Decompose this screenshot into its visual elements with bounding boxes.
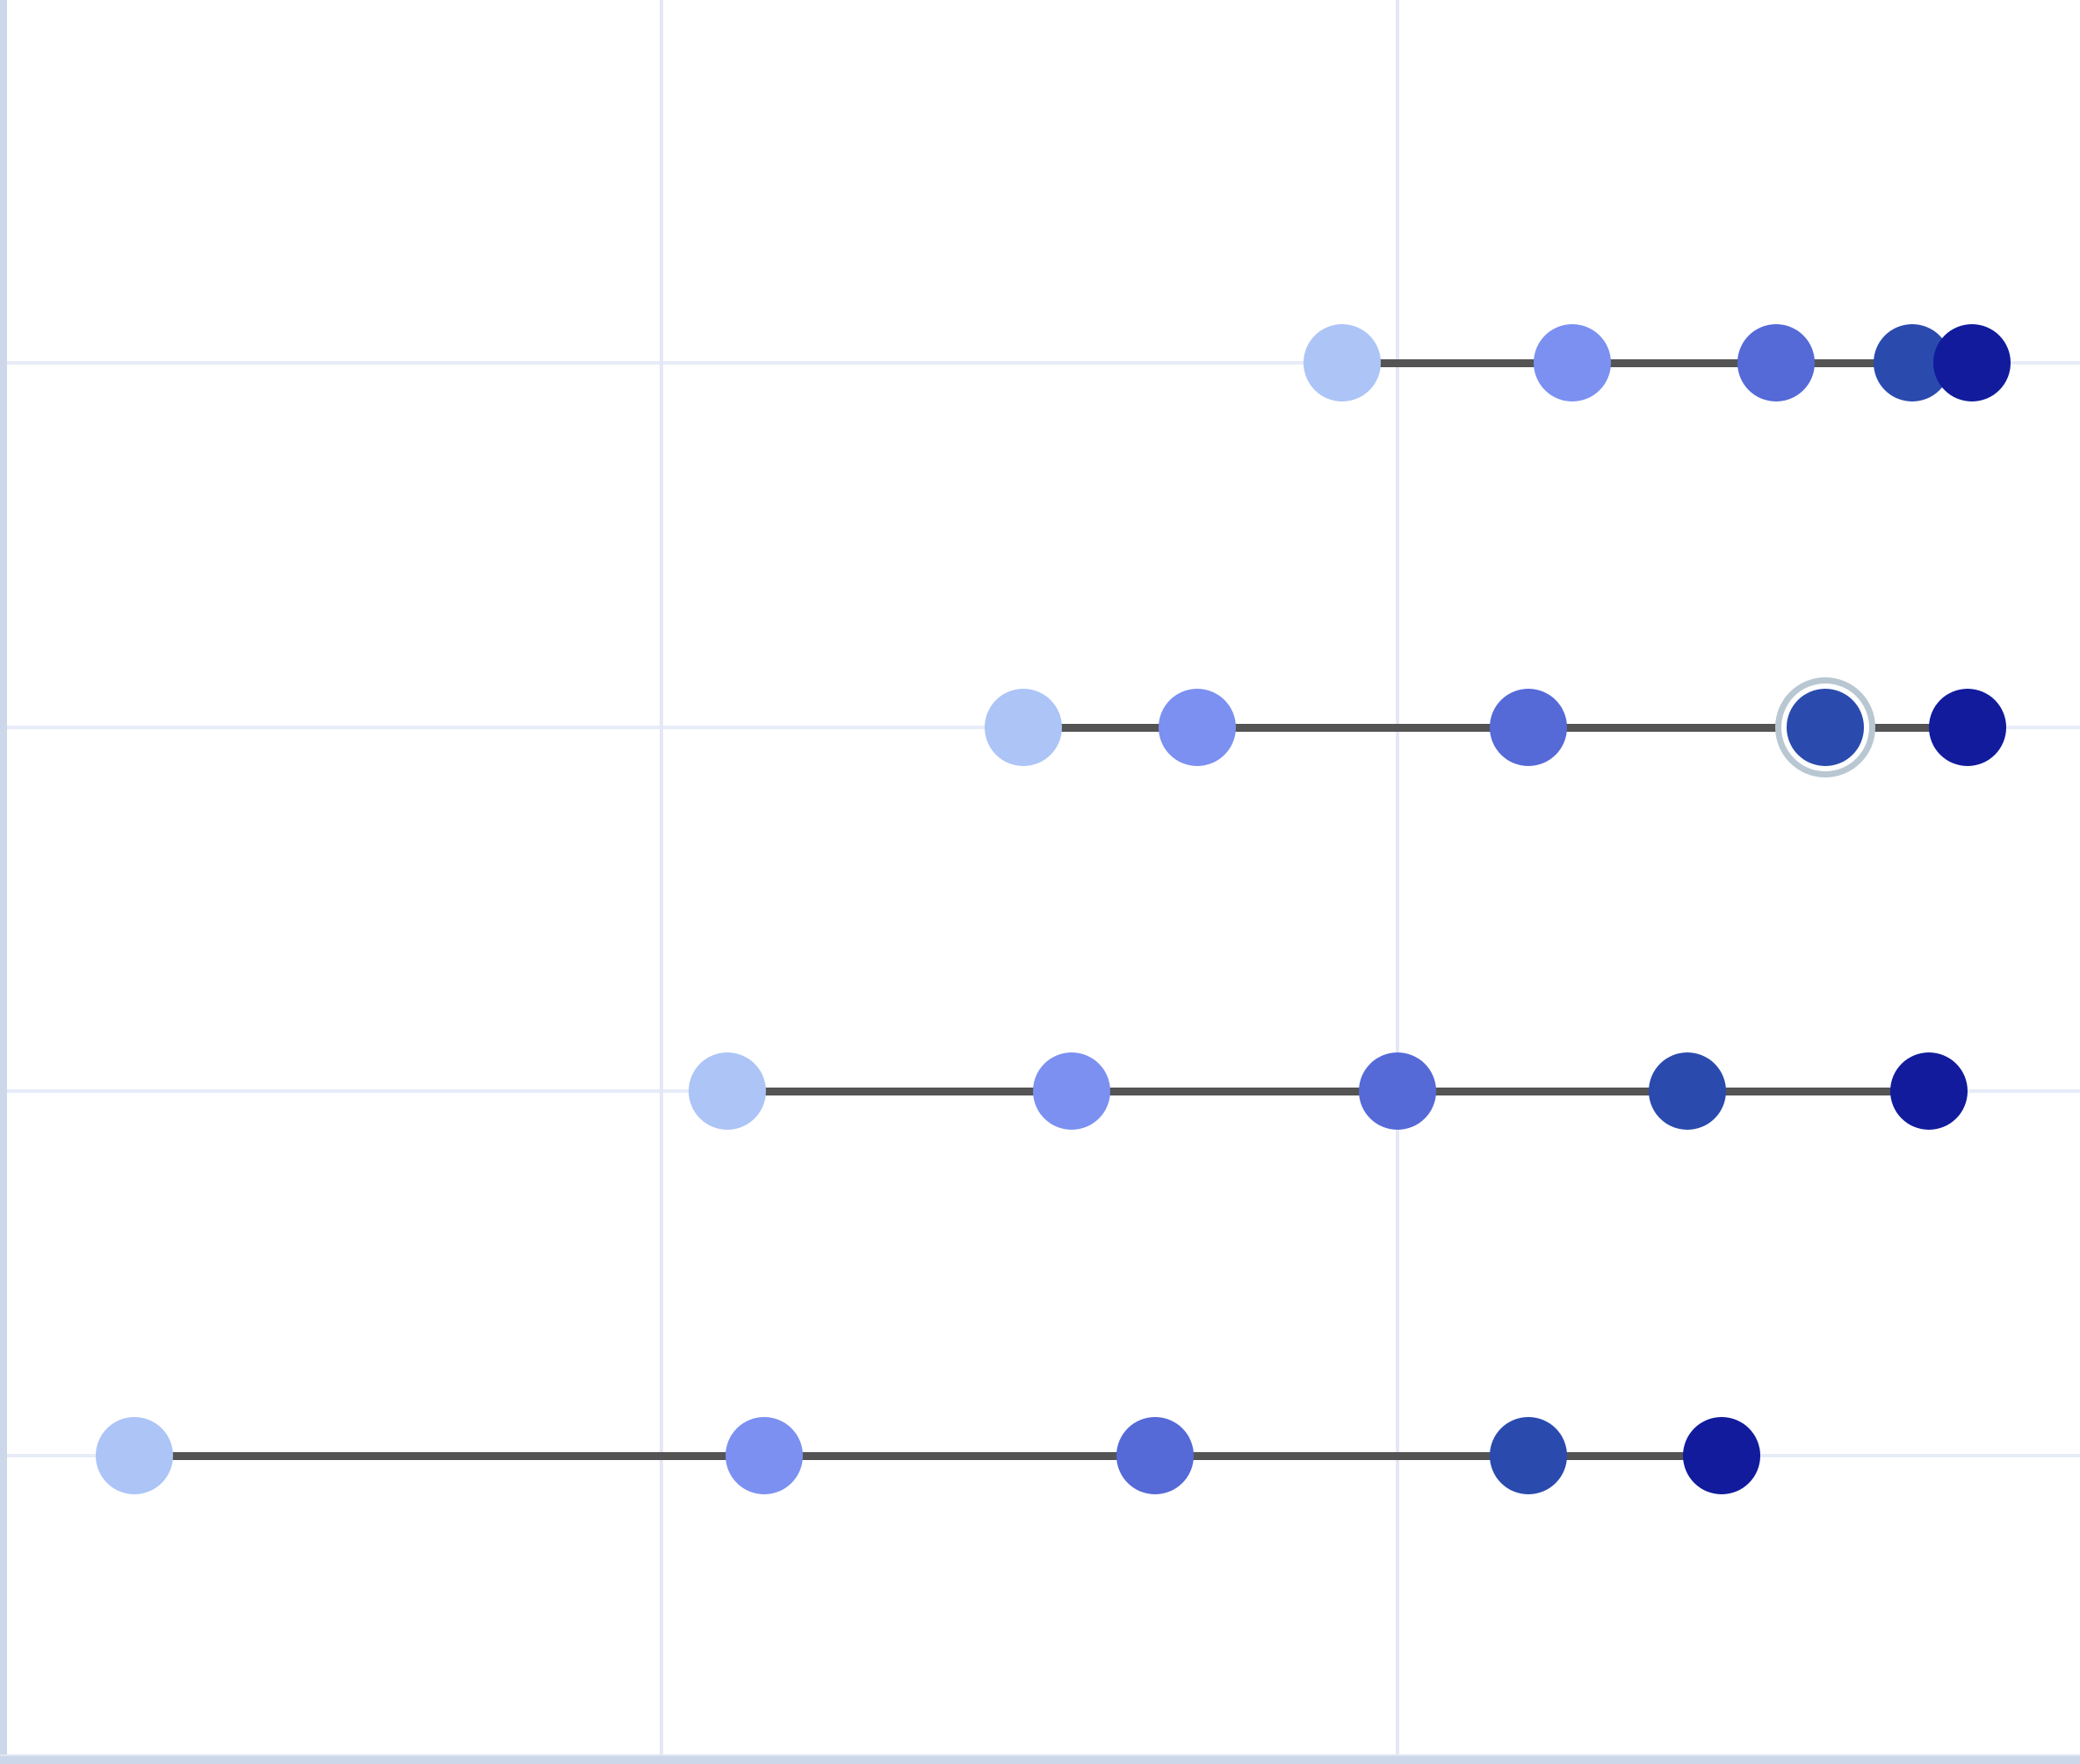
data-point[interactable] <box>1159 689 1236 766</box>
left-edge-band <box>0 0 7 1764</box>
data-point[interactable] <box>1683 1417 1760 1494</box>
gridline-vertical <box>660 0 663 1754</box>
data-point[interactable] <box>726 1417 803 1494</box>
data-point[interactable] <box>1534 324 1611 401</box>
data-point[interactable] <box>96 1417 173 1494</box>
data-point[interactable] <box>1933 324 2011 401</box>
data-point[interactable] <box>689 1052 766 1130</box>
data-point[interactable] <box>1929 689 2006 766</box>
connector-line <box>134 1451 1722 1460</box>
data-point[interactable] <box>1649 1052 1726 1130</box>
data-point[interactable] <box>1359 1052 1436 1130</box>
data-point[interactable] <box>1033 1052 1110 1130</box>
data-point[interactable] <box>985 689 1062 766</box>
gridline-horizontal <box>0 361 2080 365</box>
gridline-vertical <box>1396 0 1399 1754</box>
data-point[interactable] <box>1490 689 1567 766</box>
data-point[interactable] <box>1737 324 1815 401</box>
connector-line <box>1342 358 1972 367</box>
bottom-edge-band <box>0 1754 2080 1764</box>
data-point[interactable] <box>1116 1417 1194 1494</box>
data-point[interactable] <box>1890 1052 1968 1130</box>
highlighted-data-point[interactable] <box>1787 689 1864 766</box>
connector-line <box>727 1087 1929 1095</box>
data-point[interactable] <box>1490 1417 1567 1494</box>
data-point[interactable] <box>1304 324 1381 401</box>
